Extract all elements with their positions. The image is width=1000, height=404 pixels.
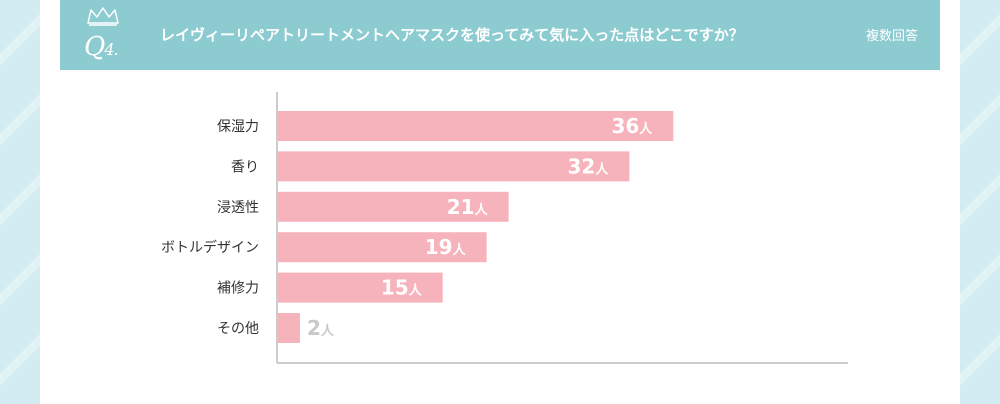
bar-6 xyxy=(278,313,300,343)
question-card: Q4. レイヴィーリペアトリートメントヘアマスクを使ってみて気に入った点はどこで… xyxy=(40,0,960,404)
bar-4 xyxy=(278,232,487,263)
bar-1 xyxy=(278,111,674,141)
question-title: レイヴィーリペアトリートメントヘアマスクを使ってみて気に入った点はどこですか？ xyxy=(160,26,744,44)
category-label-2: 香り xyxy=(231,159,259,175)
question-number-badge: Q4. xyxy=(82,6,132,66)
category-label-3: 浸透性 xyxy=(217,200,259,216)
bar-3 xyxy=(278,191,509,222)
question-index: 4. xyxy=(104,40,118,59)
background-right-decoration xyxy=(960,0,1000,404)
value-label-1: 36人 xyxy=(611,114,653,138)
category-label-5: 補修力 xyxy=(217,281,259,297)
question-prefix: Q xyxy=(84,32,105,62)
value-label-6: 2人 xyxy=(307,316,335,340)
value-label-3: 21人 xyxy=(447,195,489,219)
category-label-6: その他 xyxy=(217,321,259,337)
answer-type-note: 複数回答 xyxy=(865,29,918,44)
category-label-1: 保湿力 xyxy=(217,119,259,135)
value-label-4: 19人 xyxy=(425,235,467,259)
value-label-2: 32人 xyxy=(568,154,610,178)
background-left-decoration xyxy=(0,0,40,404)
value-label-5: 15人 xyxy=(381,276,423,300)
question-header: Q4. レイヴィーリペアトリートメントヘアマスクを使ってみて気に入った点はどこで… xyxy=(60,0,940,70)
crown-icon xyxy=(87,7,119,26)
bar-5 xyxy=(278,272,443,303)
question-number: Q4. xyxy=(84,32,119,62)
bar-2 xyxy=(278,151,630,182)
category-label-4: ボトルデザイン xyxy=(161,239,259,256)
